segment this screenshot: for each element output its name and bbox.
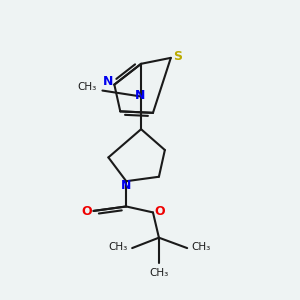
Text: N: N bbox=[120, 179, 131, 192]
Text: CH₃: CH₃ bbox=[192, 242, 211, 253]
Text: N: N bbox=[135, 89, 146, 102]
Text: CH₃: CH₃ bbox=[109, 242, 128, 253]
Text: CH₃: CH₃ bbox=[78, 82, 97, 92]
Text: O: O bbox=[82, 205, 92, 218]
Text: CH₃: CH₃ bbox=[149, 268, 169, 278]
Text: O: O bbox=[154, 205, 165, 218]
Text: S: S bbox=[173, 50, 182, 63]
Text: N: N bbox=[103, 75, 113, 88]
